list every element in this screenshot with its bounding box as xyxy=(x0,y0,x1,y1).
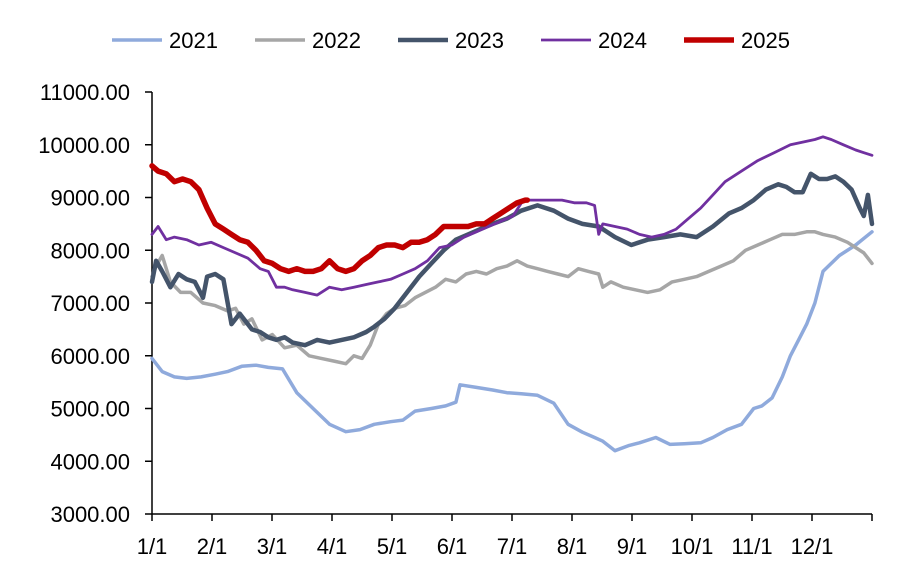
series-line-2024 xyxy=(150,135,874,297)
x-axis: 1/1 2/1 3/1 4/1 5/1 6/1 7/1 8/1 9/1 10/1 11/1 12/1 xyxy=(137,513,873,559)
series-line-2021 xyxy=(150,230,874,453)
x-tick-label: 9/1 xyxy=(617,534,648,559)
series-line-2025 xyxy=(149,163,531,275)
legend-label-2025: 2025 xyxy=(741,28,790,53)
x-tick-label: 10/1 xyxy=(671,534,714,559)
x-tick-label: 6/1 xyxy=(437,534,468,559)
x-tick-label: 12/1 xyxy=(791,534,834,559)
y-tick-label: 8000.00 xyxy=(50,238,130,263)
y-axis: 3000.00 4000.00 5000.00 6000.00 7000.00 8000.… xyxy=(38,80,153,527)
y-tick-label: 7000.00 xyxy=(50,291,130,316)
y-tick-label: 10000.00 xyxy=(38,133,130,158)
x-tick-label: 5/1 xyxy=(377,534,408,559)
legend-label-2023: 2023 xyxy=(455,28,504,53)
series-layer xyxy=(149,135,875,453)
x-tick-label: 3/1 xyxy=(257,534,288,559)
legend-label-2021: 2021 xyxy=(169,28,218,53)
legend-label-2022: 2022 xyxy=(312,28,361,53)
x-tick-label: 1/1 xyxy=(137,534,168,559)
y-tick-label: 4000.00 xyxy=(50,449,130,474)
x-tick-label: 7/1 xyxy=(497,534,528,559)
legend-label-2024: 2024 xyxy=(598,28,647,53)
y-tick-label: 6000.00 xyxy=(50,344,130,369)
y-tick-label: 5000.00 xyxy=(50,397,130,422)
x-tick-label: 8/1 xyxy=(557,534,588,559)
x-tick-label: 4/1 xyxy=(317,534,348,559)
x-tick-label: 2/1 xyxy=(197,534,228,559)
y-tick-label: 11000.00 xyxy=(40,80,130,105)
x-tick-label: 11/1 xyxy=(731,534,772,559)
legend: 2021 2022 2023 2024 2025 xyxy=(112,28,790,53)
y-tick-label: 9000.00 xyxy=(50,186,130,211)
y-tick-label: 3000.00 xyxy=(50,502,130,527)
